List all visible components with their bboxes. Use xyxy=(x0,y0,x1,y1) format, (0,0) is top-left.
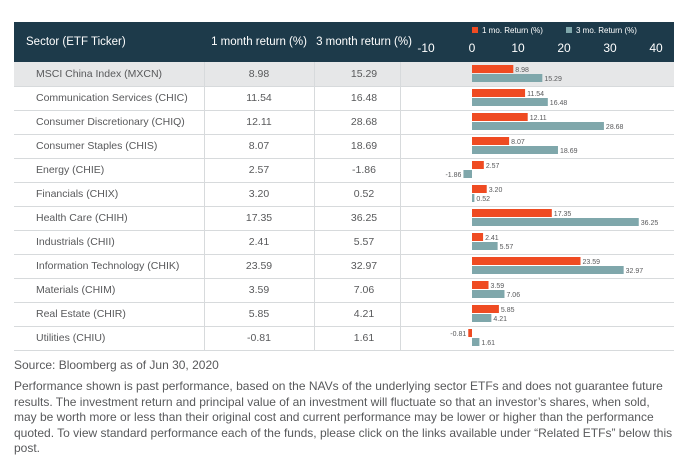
table-row: Materials (CHIM) 3.59 7.06 xyxy=(14,278,674,303)
one-month-return: 5.85 xyxy=(248,308,270,320)
sector-name: Information Technology (CHIK) xyxy=(36,260,180,272)
table-header: Sector (ETF Ticker) 1 month return (%) 3… xyxy=(14,22,674,62)
sector-name: Consumer Discretionary (CHIQ) xyxy=(36,116,185,128)
three-month-return: 36.25 xyxy=(350,212,378,224)
table-row: Utilities (CHIU) -0.81 1.61 xyxy=(14,326,674,351)
sector-name: MSCI China Index (MXCN) xyxy=(36,68,163,80)
column-divider xyxy=(204,62,205,350)
table-row: Energy (CHIE) 2.57 -1.86 xyxy=(14,158,674,183)
table-row: Communication Services (CHIC) 11.54 16.48 xyxy=(14,86,674,111)
column-divider xyxy=(400,62,401,350)
three-month-return: 18.69 xyxy=(350,140,378,152)
header-3m-return: 3 month return (%) xyxy=(316,36,412,48)
sector-name: Real Estate (CHIR) xyxy=(36,308,126,320)
one-month-return: 11.54 xyxy=(246,92,272,104)
one-month-return: 3.59 xyxy=(248,284,270,296)
disclaimer-text: Performance shown is past performance, b… xyxy=(14,379,673,455)
three-month-return: 0.52 xyxy=(353,188,375,200)
one-month-return: 8.98 xyxy=(248,68,270,80)
table-row: Information Technology (CHIK) 23.59 32.97 xyxy=(14,254,674,279)
table-row: Real Estate (CHIR) 5.85 4.21 xyxy=(14,302,674,327)
sector-name: Energy (CHIE) xyxy=(36,164,105,176)
three-month-return: 5.57 xyxy=(353,236,375,248)
one-month-return: -0.81 xyxy=(247,332,271,344)
sector-name: Industrials (CHII) xyxy=(36,236,115,248)
sector-name: Communication Services (CHIC) xyxy=(36,92,188,104)
source-note: Source: Bloomberg as of Jun 30, 2020 xyxy=(14,358,219,372)
one-month-return: 2.41 xyxy=(248,236,270,248)
three-month-return: 16.48 xyxy=(350,92,378,104)
table-row: Financials (CHIX) 3.20 0.52 xyxy=(14,182,674,207)
three-month-return: -1.86 xyxy=(352,164,376,176)
one-month-return: 12.11 xyxy=(246,116,272,128)
sector-name: Utilities (CHIU) xyxy=(36,332,106,344)
one-month-return: 8.07 xyxy=(248,140,270,152)
three-month-return: 7.06 xyxy=(353,284,375,296)
three-month-return: 1.61 xyxy=(353,332,375,344)
sector-name: Financials (CHIX) xyxy=(36,188,119,200)
three-month-return: 4.21 xyxy=(353,308,375,320)
one-month-return: 17.35 xyxy=(245,212,273,224)
table-row: Health Care (CHIH) 17.35 36.25 xyxy=(14,206,674,231)
table-row: MSCI China Index (MXCN) 8.98 15.29 xyxy=(14,62,674,87)
three-month-return: 28.68 xyxy=(350,116,378,128)
column-divider xyxy=(314,62,315,350)
one-month-return: 2.57 xyxy=(248,164,270,176)
sector-name: Health Care (CHIH) xyxy=(36,212,128,224)
header-1m-return: 1 month return (%) xyxy=(211,36,307,48)
table-row: Industrials (CHII) 2.41 5.57 xyxy=(14,230,674,255)
table-row: Consumer Discretionary (CHIQ) 12.11 28.68 xyxy=(14,110,674,135)
sector-name: Consumer Staples (CHIS) xyxy=(36,140,158,152)
table-row: Consumer Staples (CHIS) 8.07 18.69 xyxy=(14,134,674,159)
one-month-return: 23.59 xyxy=(245,260,273,272)
three-month-return: 32.97 xyxy=(350,260,378,272)
header-sector: Sector (ETF Ticker) xyxy=(26,36,126,48)
sector-name: Materials (CHIM) xyxy=(36,284,116,296)
three-month-return: 15.29 xyxy=(350,68,378,80)
one-month-return: 3.20 xyxy=(248,188,270,200)
